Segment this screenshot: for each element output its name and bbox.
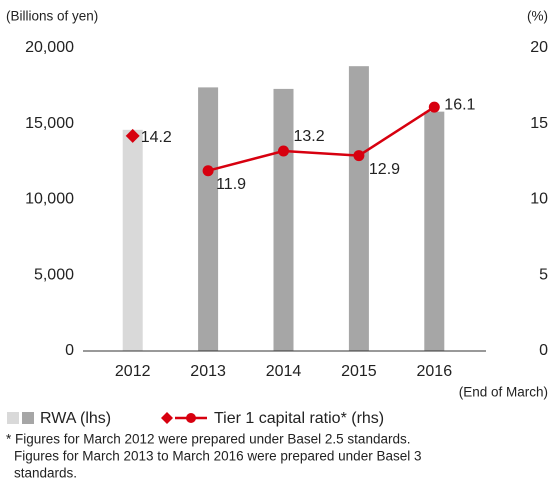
x-tick-label: 2014 [266,363,302,380]
x-axis-title: (End of March) [459,385,548,400]
data-label: 13.2 [294,128,325,145]
footnote: standards. [14,466,77,481]
y-tick-label: 20,000 [25,39,74,56]
y2-tick-label: 20 [530,39,548,56]
marker [125,128,140,143]
data-label: 11.9 [216,176,246,193]
bar [198,87,219,351]
legend-label: Tier 1 capital ratio* (rhs) [214,410,384,427]
y2-tick-label: 10 [530,191,548,208]
y-tick-label: 0 [65,342,74,359]
y2-tick-label: 15 [530,115,548,132]
data-label: 12.9 [369,161,400,178]
legend-swatch [22,412,34,424]
line [207,106,435,172]
legend-marker [161,412,173,424]
x-tick-label: 2015 [341,363,377,380]
data-label: 16.1 [444,96,475,113]
marker [428,101,440,113]
x-tick-label: 2013 [190,363,226,380]
legend-swatch [7,412,19,424]
y-tick-label: 5,000 [34,266,74,283]
y2-tick-label: 0 [539,342,548,359]
footnote: Figures for March 2013 to March 2016 wer… [14,449,421,464]
y2-tick-label: 5 [539,266,548,283]
x-tick-label: 2016 [417,363,453,380]
y-axis-title: (Billions of yen) [6,9,98,24]
x-tick-label: 2012 [115,363,151,380]
legend-marker [186,413,196,423]
y-tick-label: 10,000 [25,191,74,208]
bar [348,66,369,352]
footnote: * Figures for March 2012 were prepared u… [6,432,410,447]
y2-axis-title: (%) [527,9,548,24]
marker [202,165,214,177]
bar [122,129,143,351]
bar [273,88,294,351]
bar [424,111,445,351]
data-label: 14.2 [141,129,172,146]
legend-label: RWA (lhs) [40,410,111,427]
y-tick-label: 15,000 [25,115,74,132]
marker [278,145,289,157]
marker [353,150,365,162]
